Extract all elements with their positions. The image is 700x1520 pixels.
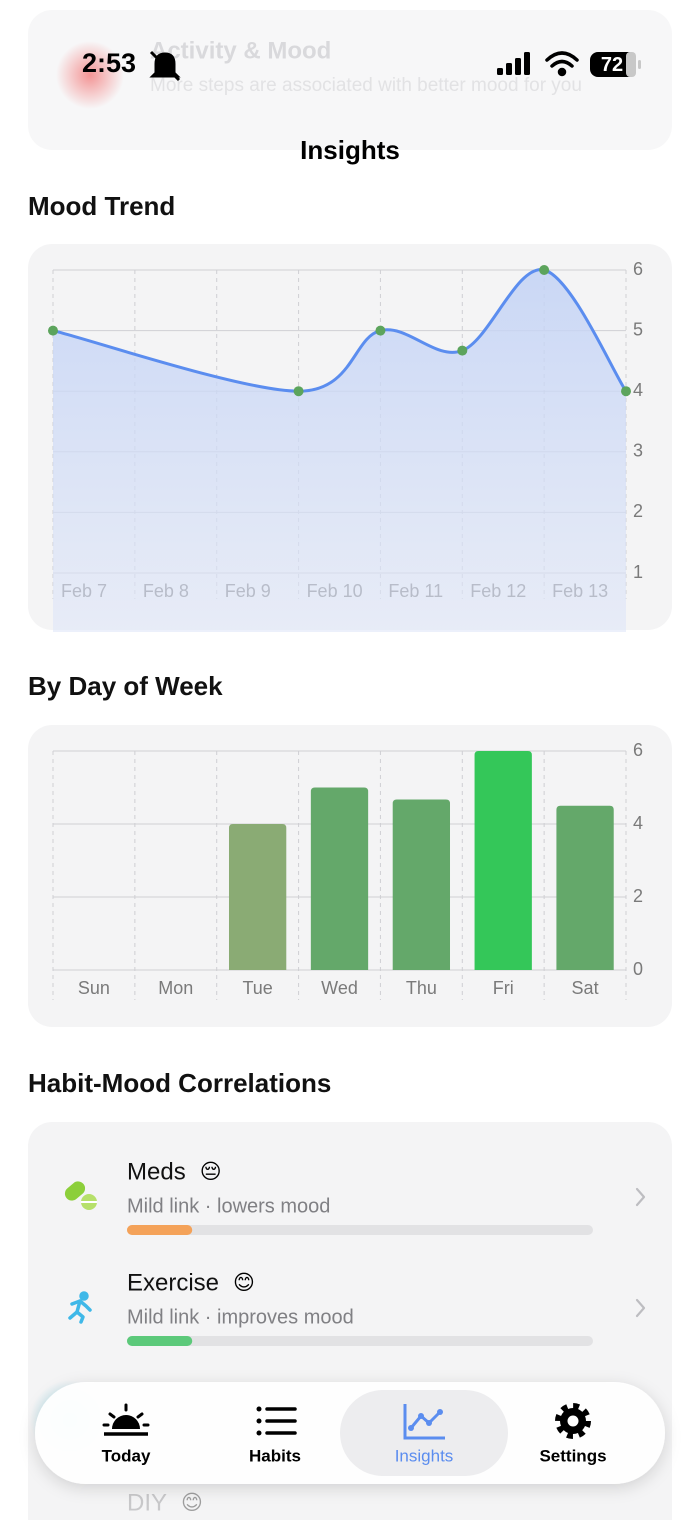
strength-track [127,1336,593,1346]
y-tick-label: 2 [633,501,643,521]
mood-emoji: 😔 [200,1161,222,1184]
strength-track [127,1225,593,1235]
battery-icon: 72 [590,52,641,77]
tab-label[interactable]: Insights [395,1446,454,1465]
y-tick-label: 1 [633,562,643,582]
y-tick-label: 0 [633,959,643,979]
x-tick-label: Fri [493,978,514,998]
strength-bar [127,1225,193,1235]
bar [228,824,287,970]
strength-bar [127,1336,193,1346]
x-tick-label: Mon [158,978,193,998]
background-title: Activity & Mood [150,37,331,64]
x-tick-label: Sun [78,978,110,998]
section-heading: Habit-Mood Correlations [28,1068,331,1098]
point [621,386,631,397]
point [375,325,386,336]
point [293,386,304,397]
point [539,265,550,275]
wifi-icon [545,51,579,77]
mood-trend-chart: 123456Feb 7Feb 8Feb 9Feb 10Feb 11Feb 12F… [48,259,643,632]
mood-emoji: 😊 [233,1272,255,1295]
point [48,325,58,336]
y-tick-label: 4 [633,380,643,400]
bar [556,805,614,970]
signal-icon [497,52,530,75]
x-tick-label: Sat [572,978,599,998]
tab-icon[interactable] [555,1403,591,1439]
tab-icon[interactable] [403,1404,445,1440]
background-card [28,10,672,150]
x-tick-label: Thu [406,978,437,998]
nav-title: Insights [300,135,400,165]
habit-description: Mild link · lowers mood [127,1195,330,1217]
habit-name: Exercise [127,1269,219,1296]
tab-label[interactable]: Settings [539,1446,606,1465]
mood-emoji: 😊 [181,1492,203,1515]
area [53,269,626,632]
y-tick-label: 4 [633,813,643,833]
point [457,345,468,356]
tab-label[interactable]: Today [102,1446,151,1465]
x-tick-label: Tue [242,978,272,998]
pill-icon [64,1181,97,1210]
habit-description: Mild link · improves mood [127,1306,354,1328]
habit-name: DIY [127,1489,167,1516]
bar [310,787,369,970]
tab-highlight [340,1390,508,1476]
day-of-week-chart: 0 2 4 6 Sun Mon Tue Wed Thu Fri Sat [52,740,643,1000]
chevron[interactable] [635,1187,646,1207]
section-heading: By Day of Week [28,671,223,701]
line [52,268,628,393]
y-tick-label: 6 [633,740,643,760]
status-time: 2:53 [82,48,136,78]
section-heading: Mood Trend [28,191,175,221]
background-icon [56,41,124,109]
tab-icon[interactable] [102,1403,150,1436]
bar [474,751,532,970]
bar [392,799,451,970]
correlation-list: Meds 😔 Mild link · lowers mood Exercise 😊 Mil… [127,1158,646,1516]
battery-level: 72 [601,54,623,76]
chevron[interactable] [635,1298,646,1318]
y-tick-label: 2 [633,886,643,906]
x-tick-label: Wed [321,978,358,998]
y-tick-label: 6 [633,259,643,279]
tab-label[interactable]: Habits [249,1446,301,1465]
tab-icon[interactable] [256,1406,297,1436]
mute-icon [149,50,181,82]
habit-name: Meds [127,1158,186,1185]
background-subtitle: More steps are associated with better mo… [150,75,582,96]
tabs: Today Habits Insights Settings [102,1390,607,1476]
y-tick-label: 3 [633,441,643,461]
y-tick-label: 5 [633,319,643,339]
runner-icon [68,1291,92,1324]
